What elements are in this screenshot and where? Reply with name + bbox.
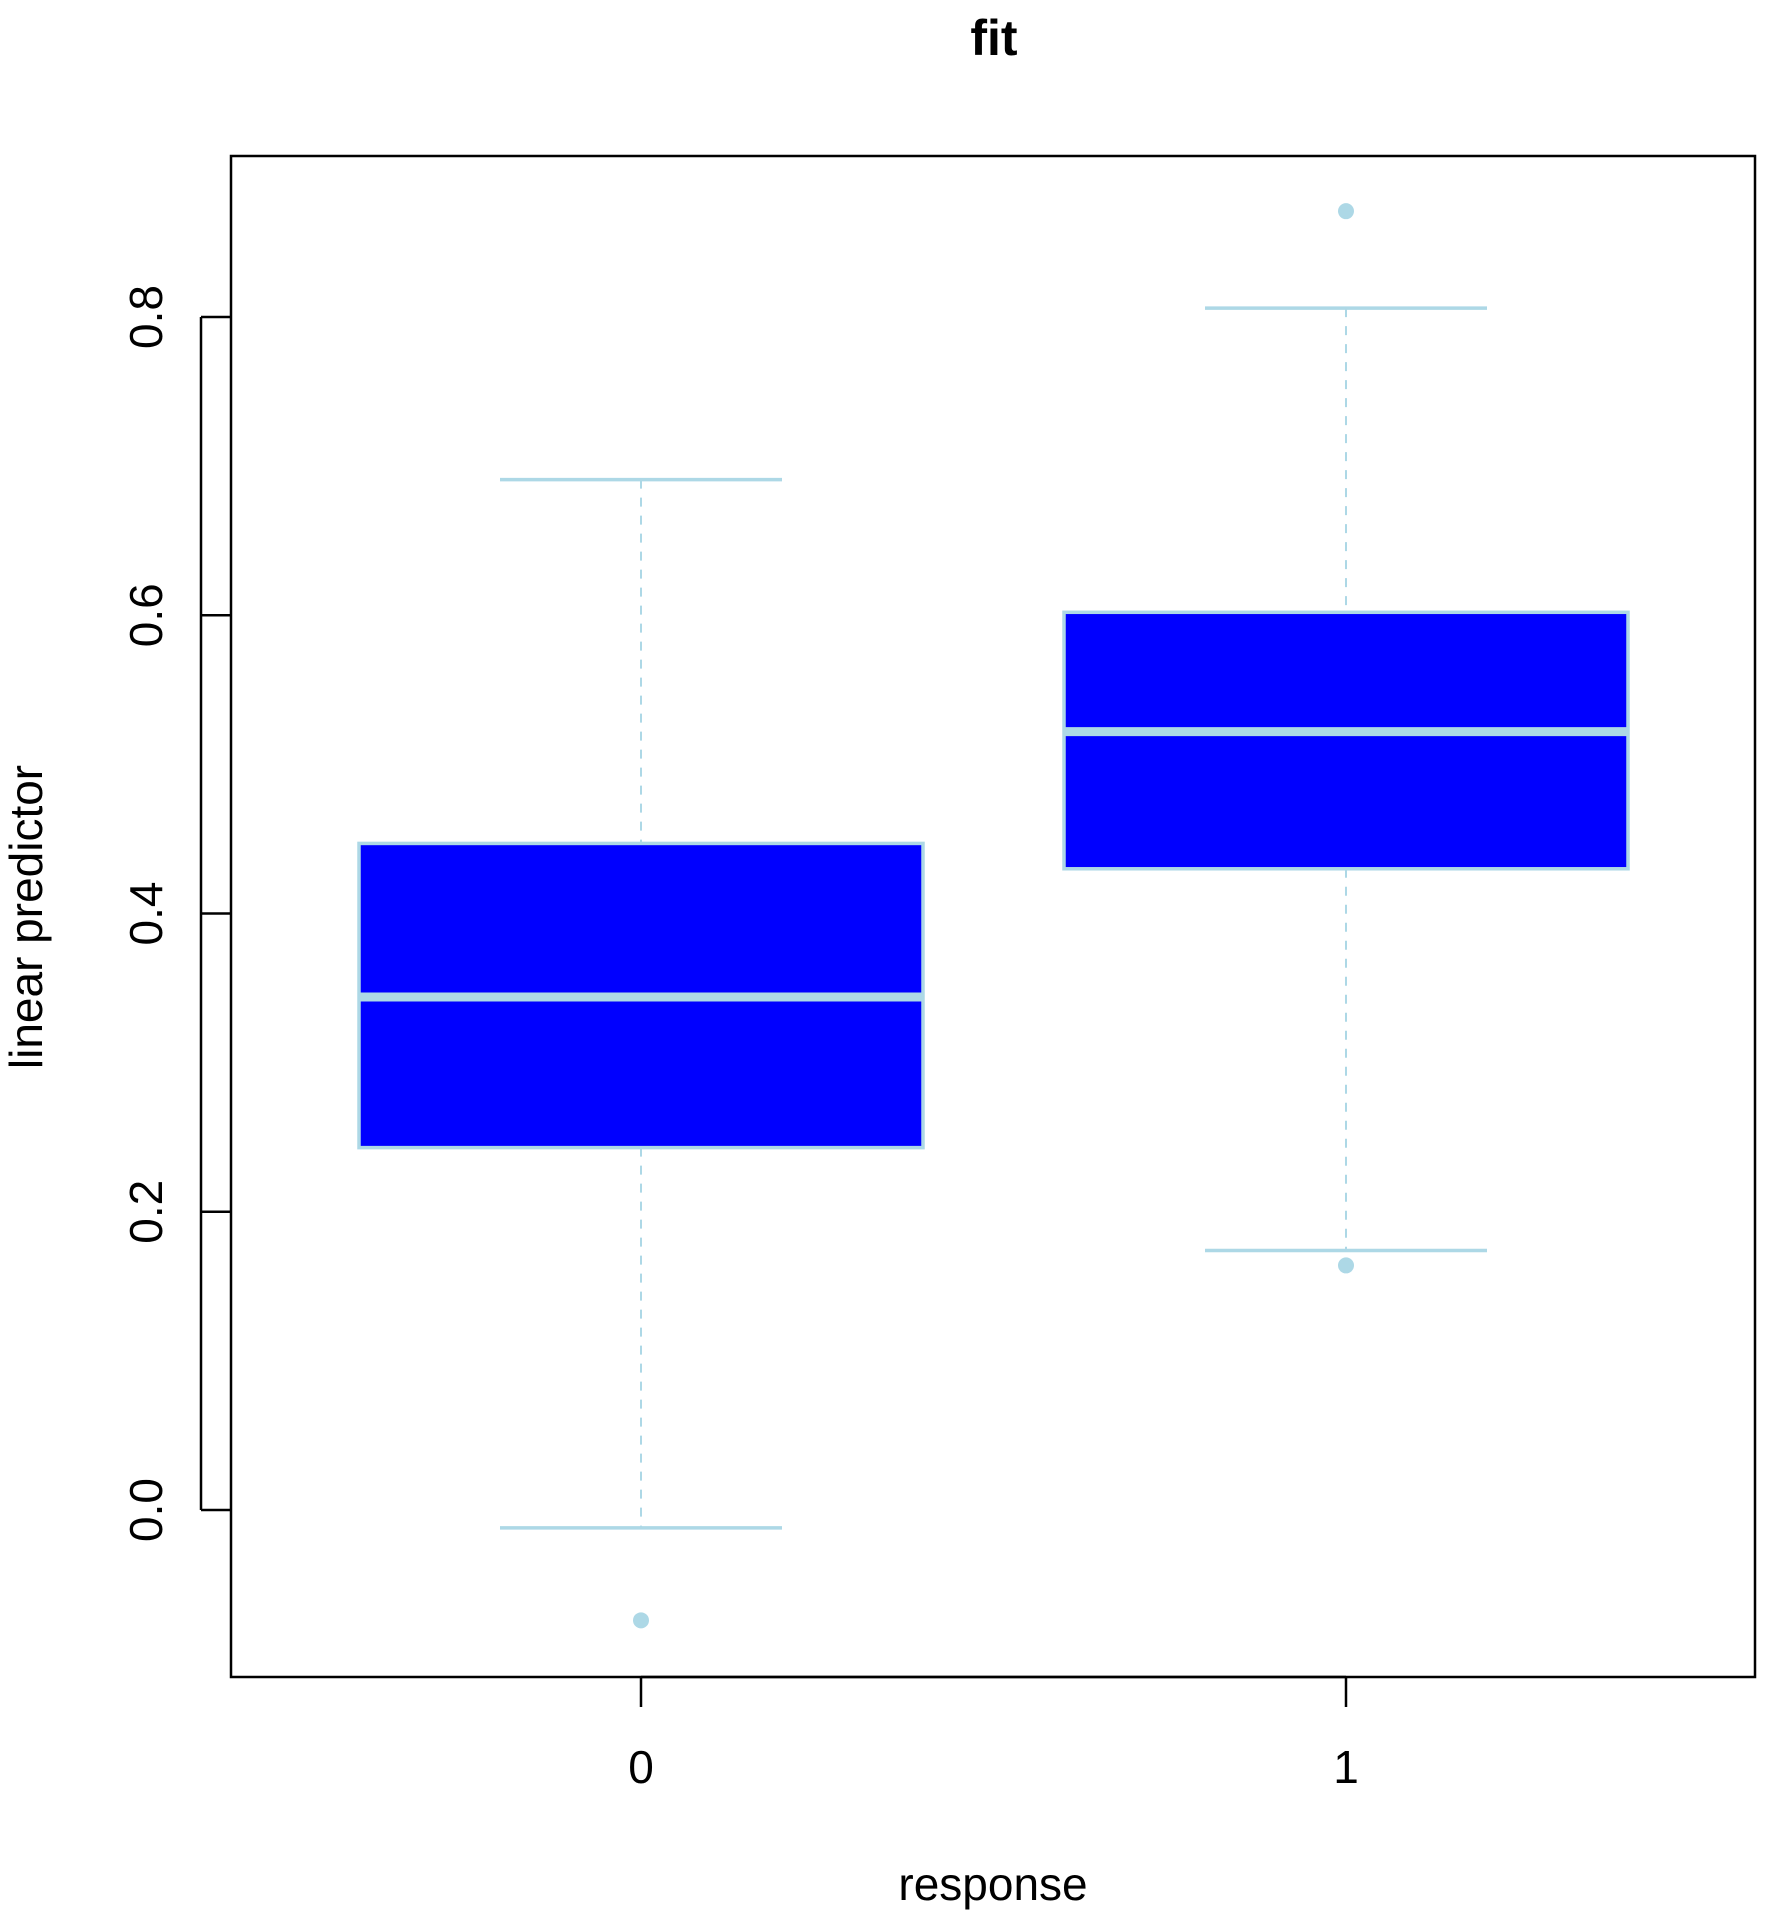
- x-axis-label: response: [898, 1858, 1087, 1910]
- box-0: [357, 477, 925, 1629]
- y-axis-label: linear predictor: [0, 765, 52, 1069]
- y-tick-label: 0.0: [120, 1478, 172, 1542]
- outlier-point: [1338, 1257, 1354, 1274]
- y-axis: 0.0 0.2 0.4 0.6 0.8: [120, 285, 231, 1542]
- box-group: [357, 203, 1630, 1629]
- y-tick-label: 0.6: [120, 583, 172, 647]
- outlier-point: [633, 1612, 649, 1629]
- y-tick-label: 0.2: [120, 1180, 172, 1244]
- outlier-point: [1338, 203, 1354, 220]
- y-tick-label: 0.8: [120, 285, 172, 349]
- iqr-box: [1062, 610, 1630, 871]
- chart-title: fit: [970, 10, 1018, 66]
- x-tick-label: 0: [628, 1741, 654, 1793]
- x-tick-label: 1: [1333, 1741, 1359, 1793]
- box-1: [1062, 203, 1630, 1274]
- y-tick-label: 0.4: [120, 882, 172, 946]
